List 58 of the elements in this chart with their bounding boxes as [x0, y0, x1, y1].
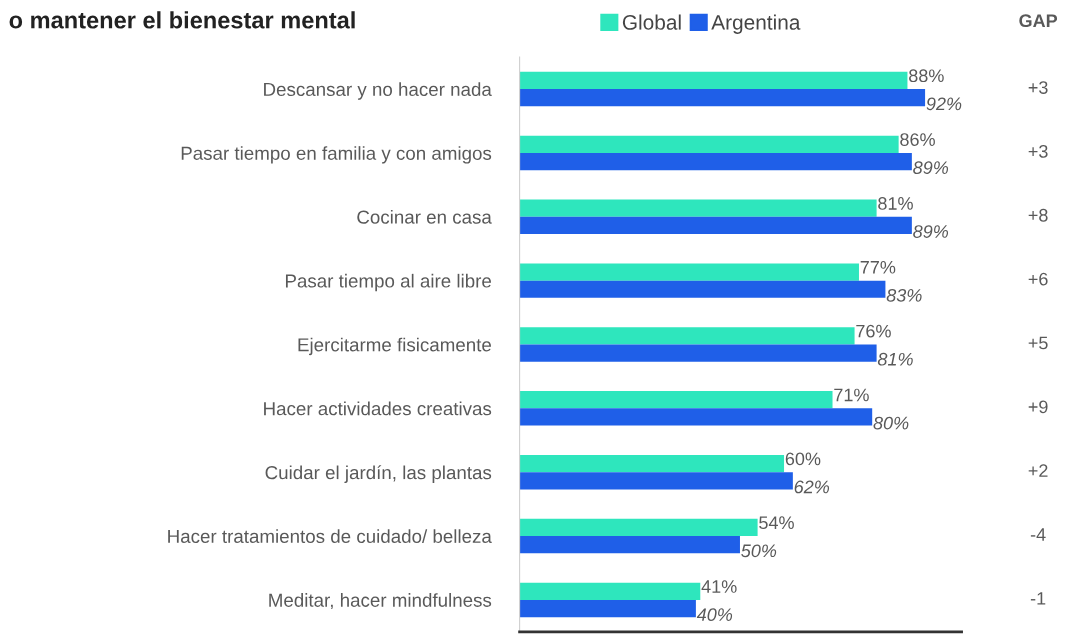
text: -1: [1030, 592, 1046, 605]
data-label: 54%: [759, 516, 794, 530]
bar: [519, 199, 877, 217]
data-label: 81%: [877, 352, 913, 366]
bar: [519, 454, 785, 473]
data-label: 89%: [913, 225, 949, 238]
y-tick-label: Cocinar en casa: [357, 209, 492, 224]
bar: [519, 472, 793, 490]
data-label: 83%: [886, 288, 922, 302]
bar: [519, 391, 833, 409]
bar: [519, 327, 855, 345]
data-label: 50%: [741, 544, 777, 558]
data-label: 41%: [701, 580, 737, 593]
legend-label: Global: [622, 14, 681, 30]
text: +2: [1028, 464, 1048, 477]
bar: [519, 152, 912, 171]
data-label: 77%: [860, 260, 896, 274]
data-label: 60%: [785, 452, 821, 466]
y-tick-label: Ejercitarme fisicamente: [298, 337, 491, 356]
data-label: 92%: [926, 97, 962, 111]
data-label: 89%: [913, 161, 949, 175]
text: +5: [1028, 336, 1048, 350]
text: +3: [1028, 81, 1048, 94]
data-label: 88%: [909, 69, 944, 83]
y-tick-label: Descansar y no hacer nada: [264, 82, 492, 100]
data-label: 86%: [900, 133, 935, 146]
data-label: 62%: [794, 480, 830, 494]
data-label: 80%: [873, 416, 909, 430]
text: +6: [1028, 272, 1048, 286]
bar: [519, 71, 908, 90]
y-tick-label: Pasar tiempo al aire libre: [285, 273, 491, 292]
y-tick-label: Hacer tratamientos de cuidado/ belleza: [168, 529, 492, 544]
bar: [519, 344, 877, 362]
text: o mantener el bienestar mental: [9, 11, 355, 29]
y-tick-label: Cuidar el jardín, las plantas: [265, 465, 492, 483]
bar: [519, 89, 926, 107]
bar: [519, 216, 912, 235]
y-tick-label: Pasar tiempo en familia y con amigos: [181, 146, 492, 164]
bar: [519, 582, 701, 600]
data-label: 81%: [878, 197, 913, 210]
bar: [519, 135, 899, 153]
text: +8: [1028, 208, 1048, 222]
data-label: 40%: [696, 608, 733, 622]
data-label: 76%: [856, 324, 891, 338]
text: +3: [1028, 144, 1048, 158]
bar: [519, 536, 740, 554]
text: -4: [1030, 528, 1046, 541]
data-label: 71%: [834, 388, 869, 402]
y-tick-label: Meditar, hacer mindfulness: [269, 593, 492, 610]
text: GAP: [1019, 14, 1058, 28]
legend-label: Argentina: [711, 14, 801, 34]
bar: [519, 280, 886, 298]
bar: [519, 408, 873, 426]
bar: [519, 518, 758, 537]
bar: [519, 599, 696, 618]
y-tick-label: Hacer actividades creativas: [264, 401, 492, 416]
bar: [519, 263, 859, 281]
text: +9: [1028, 400, 1048, 414]
